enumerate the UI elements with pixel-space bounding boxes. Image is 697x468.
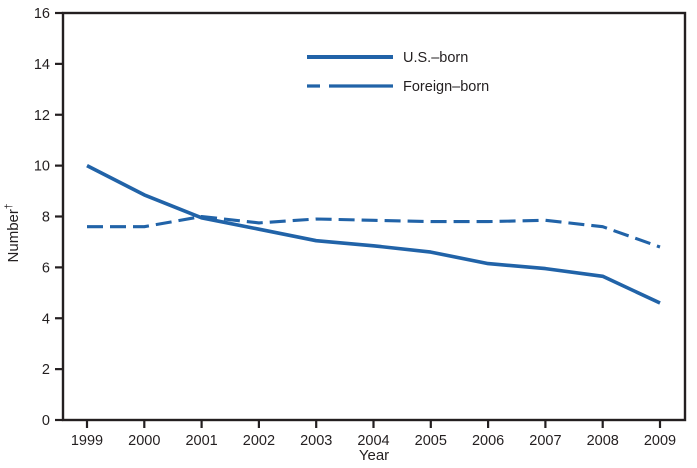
y-axis-tick-label: 10: [34, 159, 50, 175]
legend-label-foreign-born: Foreign–born: [403, 79, 489, 95]
x-axis-tick-label: 2009: [644, 433, 676, 449]
x-axis-tick-label: 2002: [243, 433, 275, 449]
x-axis-tick-label: 2005: [415, 433, 447, 449]
x-axis-tick-label: 2006: [472, 433, 504, 449]
y-axis-tick-label: 12: [34, 108, 50, 124]
x-axis-title: Year: [358, 447, 390, 464]
y-axis-tick-label: 14: [34, 57, 50, 73]
x-axis-tick-label: 2001: [185, 433, 217, 449]
y-axis-tick-label: 8: [42, 210, 50, 226]
y-axis-tick-label: 16: [34, 6, 50, 22]
x-axis-tick-label: 2003: [300, 433, 332, 449]
y-axis-tick-label: 2: [42, 362, 50, 378]
x-axis-tick-label: 2008: [587, 433, 619, 449]
us-born-line: [86, 163, 661, 305]
x-axis-tick-label: 2004: [357, 433, 389, 449]
foreign-born-line: [87, 214, 661, 249]
y-axis-tick-label: 4: [42, 311, 50, 327]
x-axis-tick-label: 2007: [529, 433, 561, 449]
y-axis-title-text: Number: [5, 209, 22, 263]
plot-frame: [61, 11, 687, 422]
legend-label-us-born: U.S.–born: [403, 50, 468, 66]
y-axis-tick-label: 6: [42, 260, 50, 276]
x-axis-tick-label: 2000: [128, 433, 160, 449]
x-axis-tick-label: 1999: [71, 433, 103, 449]
y-axis-tick-label: 0: [42, 413, 50, 429]
y-axis-title-dagger: †: [4, 203, 15, 210]
y-axis-title: Number†: [4, 168, 22, 298]
